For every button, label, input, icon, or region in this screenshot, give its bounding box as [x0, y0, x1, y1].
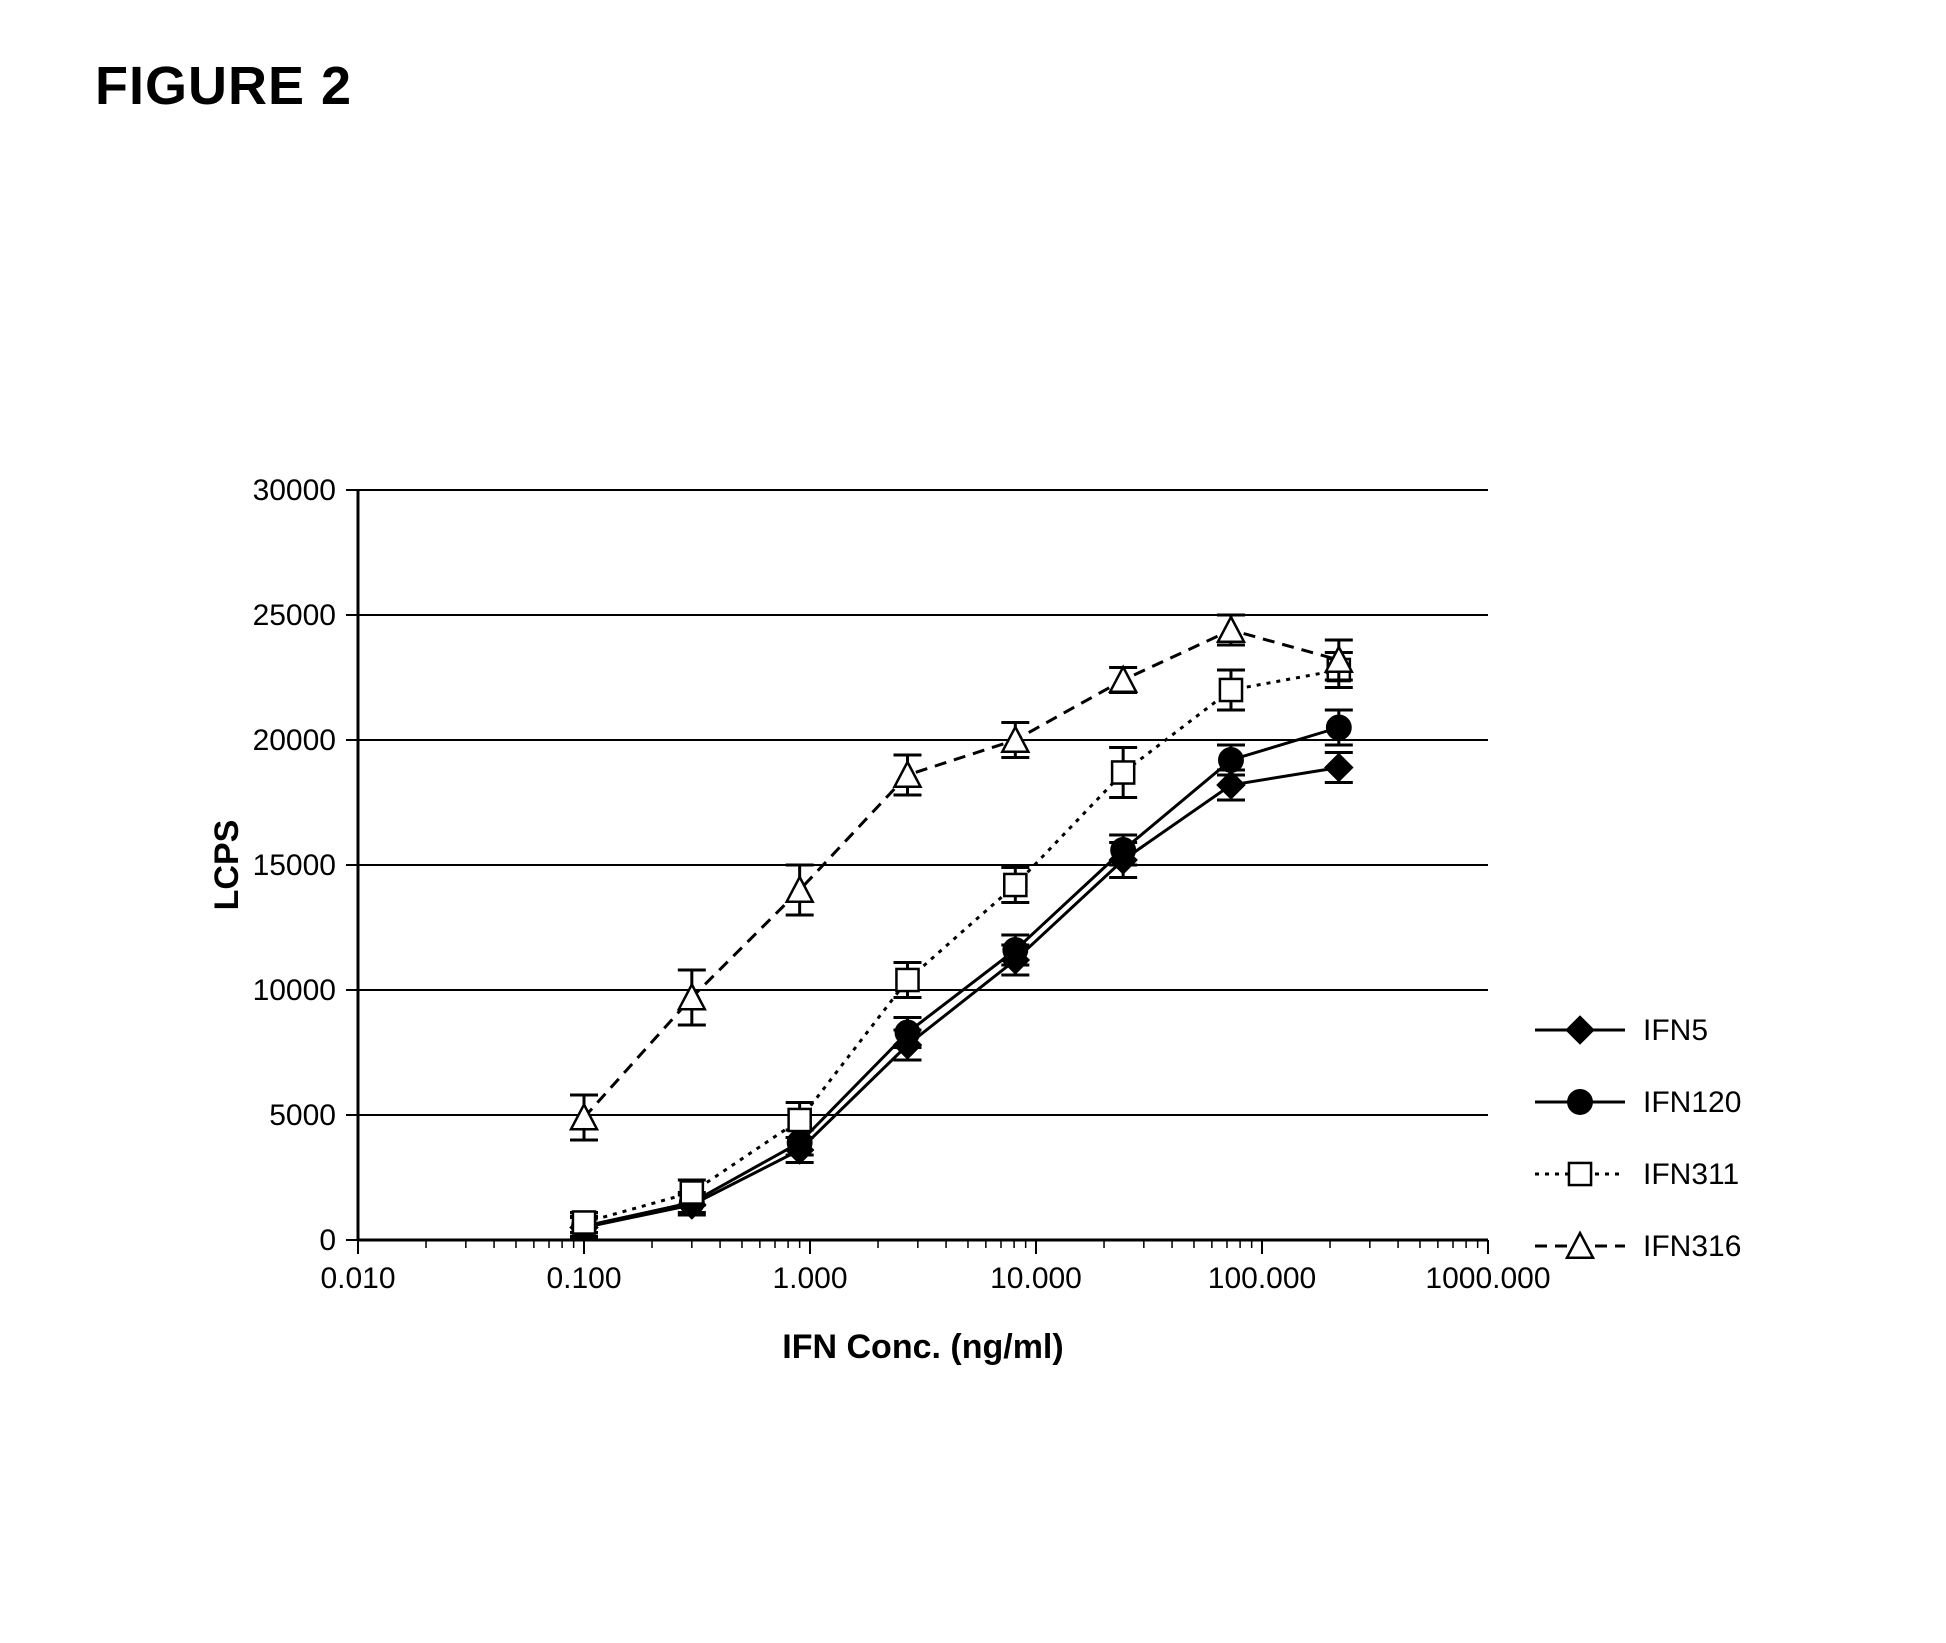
svg-text:15000: 15000	[253, 849, 336, 882]
svg-text:1.000: 1.000	[772, 1262, 847, 1295]
svg-text:LCPS: LCPS	[208, 820, 246, 911]
svg-text:20000: 20000	[253, 724, 336, 757]
svg-text:IFN5: IFN5	[1643, 1014, 1708, 1047]
svg-text:100.000: 100.000	[1208, 1262, 1316, 1295]
svg-text:IFN Conc. (ng/ml): IFN Conc. (ng/ml)	[782, 1328, 1063, 1366]
svg-text:0.010: 0.010	[320, 1262, 395, 1295]
figure-title: FIGURE 2	[95, 55, 352, 117]
svg-text:5000: 5000	[269, 1099, 336, 1132]
svg-text:IFN311: IFN311	[1643, 1158, 1739, 1191]
svg-text:10.000: 10.000	[990, 1262, 1082, 1295]
chart-svg: 0 5000 10000 15000 20000 25000 30000 0.010 0.100…	[200, 440, 1780, 1460]
page: FIGURE 2 0500010000150002000025000300000…	[0, 0, 1946, 1643]
svg-text:0: 0	[319, 1224, 336, 1257]
svg-text:0.100: 0.100	[546, 1262, 621, 1295]
chart-container: 0 5000 10000 15000 20000 25000 30000 0.010 0.100…	[200, 440, 1780, 1460]
svg-text:30000: 30000	[253, 474, 336, 507]
svg-text:IFN120: IFN120	[1643, 1086, 1741, 1119]
svg-text:25000: 25000	[253, 599, 336, 632]
svg-text:1000.000: 1000.000	[1425, 1262, 1550, 1295]
svg-text:IFN316: IFN316	[1643, 1230, 1741, 1263]
svg-text:10000: 10000	[253, 974, 336, 1007]
